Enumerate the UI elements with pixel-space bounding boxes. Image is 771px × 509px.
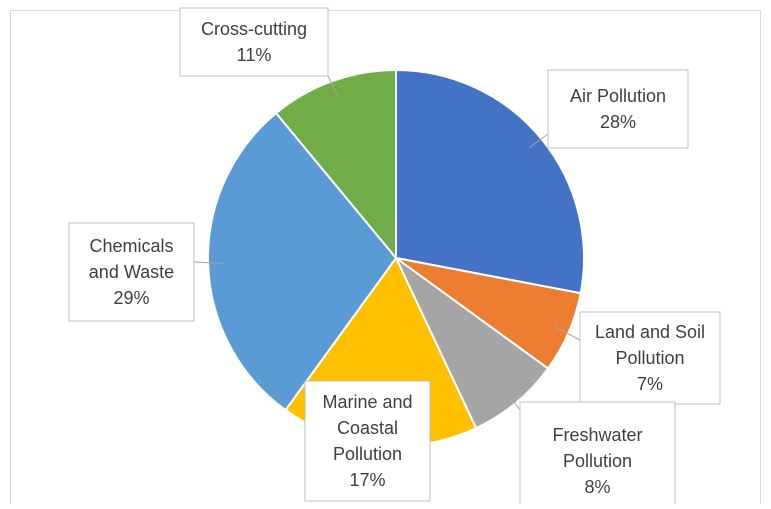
data-label-category-marine-and-coastal-pollution: Pollution xyxy=(333,444,402,464)
leader-line-air-pollution xyxy=(528,133,549,149)
data-label-category-freshwater-pollution: Freshwater xyxy=(552,425,642,445)
callout-box-land-and-soil-pollution xyxy=(579,311,721,405)
leader-line-freshwater-pollution xyxy=(505,390,521,411)
data-label-category-air-pollution: Air Pollution xyxy=(570,86,666,106)
callout-box-freshwater-pollution xyxy=(519,401,676,509)
leader-line-chemicals-and-waste xyxy=(193,261,224,264)
data-label-category-chemicals-and-waste: Chemicals xyxy=(89,236,173,256)
leader-line-cross-cutting xyxy=(327,75,338,96)
pie-slice-cross-cutting xyxy=(274,68,397,261)
callout-box-air-pollution xyxy=(547,69,689,149)
data-label-callouts: Air Pollution 28% Land and Soil Pollution 7%… xyxy=(68,7,721,509)
pie-slice-freshwater-pollution xyxy=(395,257,550,430)
data-label-category-marine-and-coastal-pollution: Coastal xyxy=(337,418,398,438)
data-label-category-cross-cutting: Cross-cutting xyxy=(201,19,307,39)
data-label-value-marine-and-coastal-pollution: 17% xyxy=(349,470,385,490)
data-label-value-freshwater-pollution: 8% xyxy=(584,477,610,497)
data-label-category-chemicals-and-waste: and Waste xyxy=(89,262,174,282)
chart-border xyxy=(10,10,761,509)
callout-box-marine-and-coastal-pollution xyxy=(304,380,431,502)
callout-box-cross-cutting xyxy=(179,7,329,77)
leader-line-land-and-soil-pollution xyxy=(554,326,581,341)
data-label-value-land-and-soil-pollution: 7% xyxy=(637,374,663,394)
pie-slice-chemicals-and-waste xyxy=(207,111,398,412)
data-label-category-marine-and-coastal-pollution: Marine and xyxy=(322,392,412,412)
data-label-category-land-and-soil-pollution: Land and Soil xyxy=(595,322,705,342)
data-label-category-freshwater-pollution: Pollution xyxy=(563,451,632,471)
data-label-value-cross-cutting: 11% xyxy=(237,45,272,65)
pie-slice-air-pollution xyxy=(395,68,585,295)
callout-box-chemicals-and-waste xyxy=(68,222,195,322)
data-label-value-chemicals-and-waste: 29% xyxy=(113,288,149,308)
data-label-category-land-and-soil-pollution: Pollution xyxy=(615,348,684,368)
data-label-value-air-pollution: 28% xyxy=(600,112,636,132)
